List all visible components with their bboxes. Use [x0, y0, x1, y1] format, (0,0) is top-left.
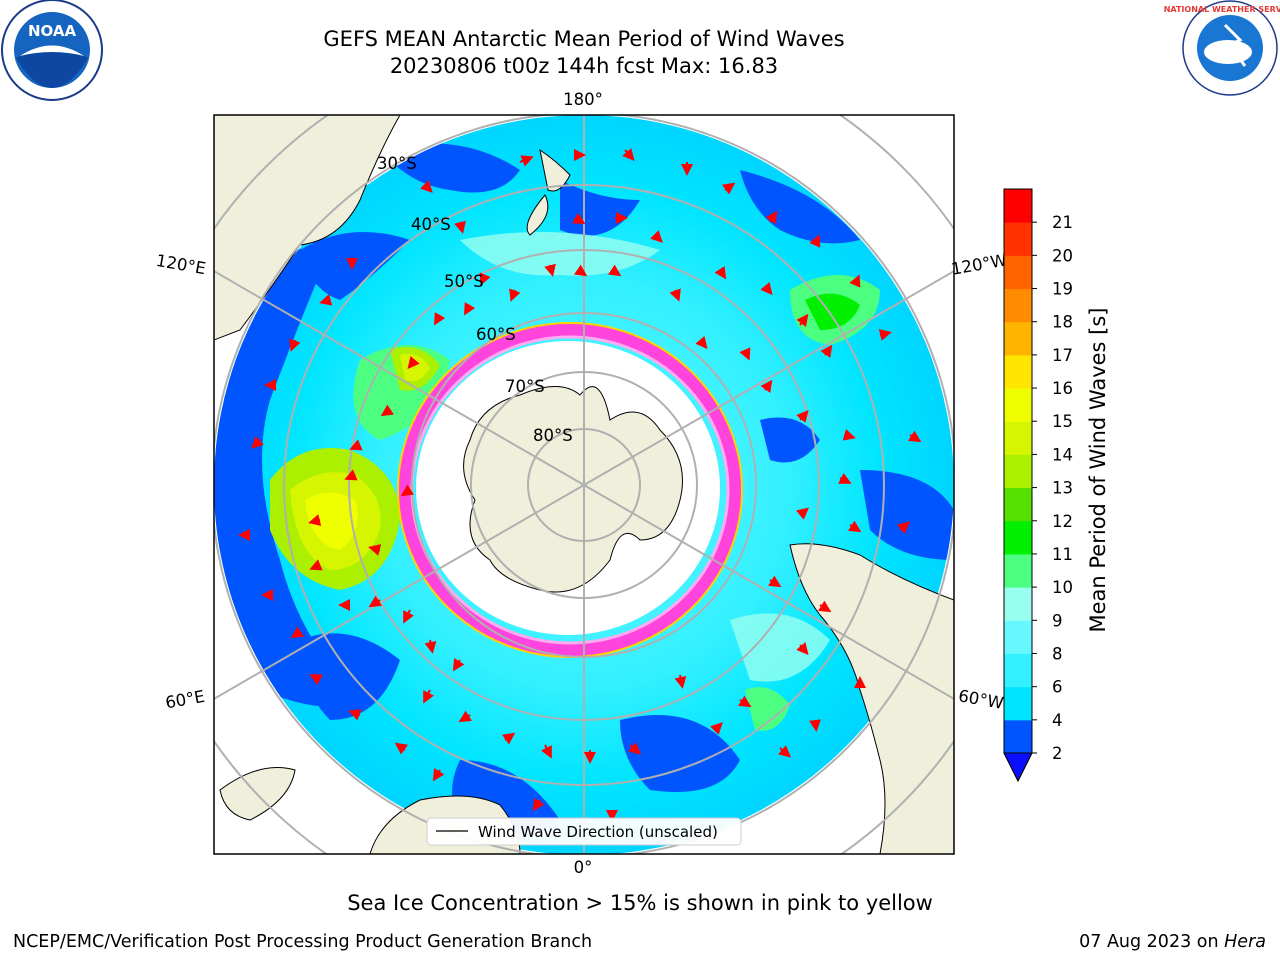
chart-title: GEFS MEAN Antarctic Mean Period of Wind … [323, 27, 845, 51]
lon-label-60w: 60°W [957, 686, 1005, 713]
colorbar-swatch [1004, 321, 1032, 356]
colorbar-swatch [1004, 520, 1032, 555]
colorbar-swatch [1004, 421, 1032, 455]
colorbar-swatch [1004, 653, 1032, 688]
colorbar-frame [1003, 188, 1033, 783]
colorbar-swatch [1004, 288, 1032, 323]
lat-label-50s: 50°S [444, 272, 484, 291]
colorbar-label: Mean Period of Wind Waves [s] [1086, 308, 1110, 633]
colorbar-tick-label: 21 [1052, 213, 1073, 232]
graticule-labels: 30°S 40°S 50°S 60°S 70°S 80°S [377, 154, 573, 445]
lat-label-40s: 40°S [411, 215, 451, 234]
colorbar-tick-label: 16 [1052, 379, 1073, 398]
colorbar-tick-label: 8 [1052, 644, 1063, 663]
colorbar-swatch [1004, 222, 1032, 256]
colorbar-swatch [1004, 587, 1032, 621]
legend-text: Wind Wave Direction (unscaled) [478, 823, 718, 841]
antarctica [463, 386, 683, 593]
colorbar-swatch [1004, 255, 1032, 290]
noaa-logo: NOAA [1, 0, 103, 101]
colorbar: 2 4 6 8 9 10 11 12 13 14 15 16 17 18 19 20 21 [1003, 188, 1073, 783]
nws-logo: NATIONAL WEATHER SERVICE [1164, 0, 1280, 96]
lat-label-70s: 70°S [505, 377, 545, 396]
south-america [789, 543, 954, 854]
colorbar-swatch [1004, 189, 1032, 223]
footer-machine: Hera [1224, 932, 1266, 952]
map-panel: 30°S 40°S 50°S 60°S 70°S 80°S Wind Wave … [214, 115, 954, 854]
footer-timestamp: 07 Aug 2023 on Hera [1079, 932, 1266, 952]
lon-label-120e: 120°E [155, 251, 208, 278]
noaa-logo-text: NOAA [28, 22, 77, 40]
lon-label-180: 180° [563, 90, 603, 109]
colorbar-extend-arrow [1003, 752, 1033, 783]
new-zealand-south [526, 194, 549, 236]
colorbar-tick-label: 12 [1052, 512, 1073, 531]
map-figure: NOAA NATIONAL WEATHER SERVICE [1, 0, 1280, 877]
chart-subtitle: 20230806 t00z 144h fcst Max: 16.83 [389, 54, 779, 78]
lat-label-30s: 30°S [377, 154, 417, 173]
colorbar-swatch [1004, 454, 1032, 489]
colorbar-swatch [1004, 553, 1032, 588]
colorbar-swatch [1004, 719, 1032, 754]
colorbar-tick-label: 18 [1052, 313, 1073, 332]
colorbar-tick-label: 19 [1052, 280, 1073, 299]
colorbar-tick-label: 4 [1052, 711, 1063, 730]
colorbar-swatch [1004, 620, 1032, 654]
colorbar-tick-label: 2 [1052, 744, 1063, 763]
colorbar-swatch [1004, 354, 1032, 389]
footer-date: 07 Aug 2023 on [1079, 932, 1225, 952]
colorbar-tick-label: 20 [1052, 246, 1073, 265]
lon-label-0: 0° [574, 858, 593, 877]
graticule [214, 115, 954, 854]
colorbar-tick-label: 13 [1052, 479, 1073, 498]
lat-label-60s: 60°S [476, 325, 516, 344]
colorbar-swatch [1004, 388, 1032, 422]
colorbar-tick-label: 17 [1052, 346, 1073, 365]
footer-credit: NCEP/EMC/Verification Post Processing Pr… [13, 932, 593, 952]
colorbar-tick-label: 9 [1052, 611, 1063, 630]
lon-label-60e: 60°E [164, 687, 206, 713]
colorbar-swatch [1004, 487, 1032, 522]
colorbar-swatch [1004, 686, 1032, 721]
colorbar-tick-label: 14 [1052, 445, 1073, 464]
nws-logo-text: NATIONAL WEATHER SERVICE [1164, 5, 1280, 14]
lon-label-120w: 120°W [950, 250, 1009, 278]
wind-arrows [238, 148, 922, 822]
colorbar-tick-label: 6 [1052, 678, 1063, 697]
lat-label-80s: 80°S [533, 426, 573, 445]
colorbar-tick-label: 15 [1052, 412, 1073, 431]
map-frame [213, 114, 955, 855]
new-zealand [539, 148, 571, 192]
legend: Wind Wave Direction (unscaled) [426, 817, 742, 846]
colorbar-tick-label: 10 [1052, 578, 1073, 597]
sea-ice-caption: Sea Ice Concentration > 15% is shown in … [347, 891, 933, 915]
colorbar-tick-label: 11 [1052, 545, 1073, 564]
